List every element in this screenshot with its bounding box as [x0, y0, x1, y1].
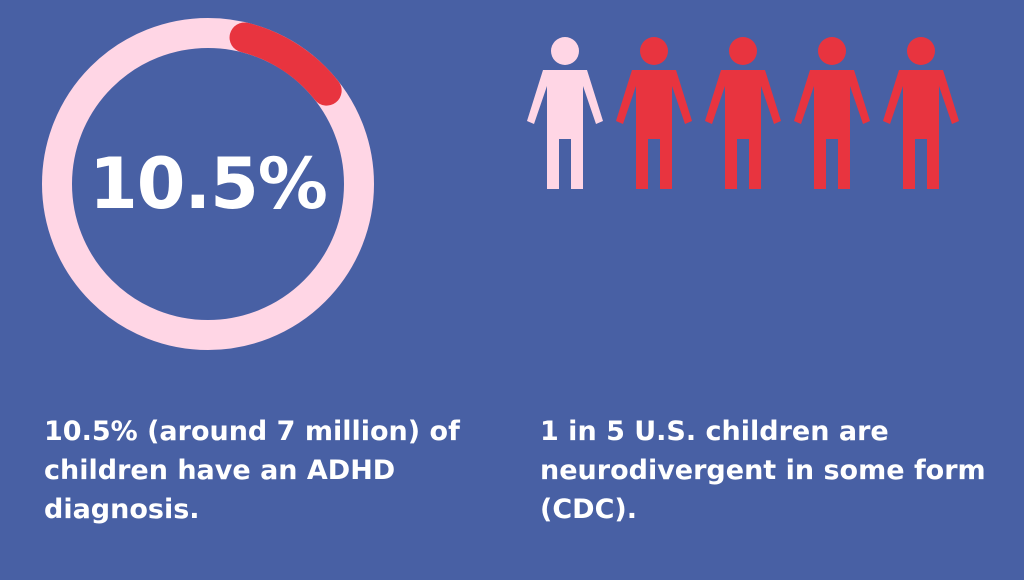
child-icon-muted [527, 37, 603, 189]
neurodivergent-caption: 1 in 5 U.S. children are neurodivergent … [540, 416, 986, 525]
child-icon-highlighted [883, 37, 959, 189]
donut-slice-adhd [229, 22, 342, 106]
child-icon-highlighted [794, 37, 870, 189]
children-pictograph [527, 37, 959, 189]
donut-center-label: 10.5% [89, 143, 328, 225]
child-icon-highlighted [616, 37, 692, 189]
adhd-caption: 10.5% (around 7 million) of children hav… [44, 416, 460, 525]
donut-track [42, 18, 374, 350]
child-icon-highlighted [705, 37, 781, 189]
adhd-donut-chart [42, 18, 374, 350]
